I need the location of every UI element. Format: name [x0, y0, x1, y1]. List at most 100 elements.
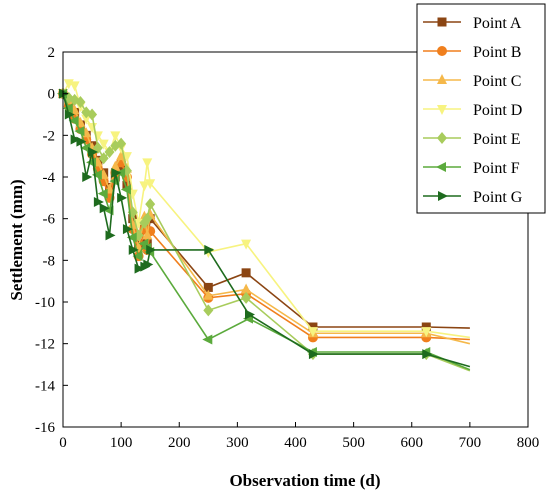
data-point — [146, 244, 157, 255]
data-point — [87, 108, 98, 121]
series-tail — [426, 330, 470, 339]
data-point — [122, 224, 133, 235]
legend-marker — [438, 191, 448, 201]
legend-item: Point A — [423, 15, 522, 32]
y-tick-label: 2 — [48, 45, 56, 61]
y-tick-label: -8 — [43, 253, 56, 269]
data-point — [88, 147, 99, 157]
data-point — [82, 172, 93, 182]
data-point — [122, 180, 132, 190]
data-point — [64, 109, 75, 120]
data-point — [74, 126, 85, 137]
data-point — [97, 188, 108, 199]
legend-marker — [437, 74, 447, 84]
x-tick-label: 500 — [342, 435, 365, 451]
legend-marker — [436, 162, 446, 172]
data-point — [91, 169, 102, 180]
data-point — [245, 309, 255, 320]
data-point — [145, 179, 156, 190]
data-point — [204, 244, 215, 255]
data-point — [307, 327, 318, 338]
data-point — [132, 251, 143, 262]
legend-marker — [437, 105, 447, 115]
data-point — [421, 327, 432, 338]
plot-area — [57, 79, 471, 372]
data-point — [121, 152, 132, 163]
data-point — [241, 283, 252, 294]
legend-item: Point E — [423, 131, 521, 148]
data-point — [75, 96, 86, 108]
x-tick-label: 600 — [401, 435, 424, 451]
data-point — [117, 192, 128, 203]
y-tick-label: -10 — [35, 295, 55, 311]
data-point — [110, 131, 121, 142]
data-point — [116, 164, 126, 174]
data-point — [68, 115, 79, 126]
data-point — [421, 322, 431, 332]
data-point — [142, 229, 153, 240]
y-tick-label: -6 — [43, 212, 56, 228]
data-point — [134, 263, 145, 274]
data-point — [110, 160, 121, 171]
data-point — [76, 136, 87, 147]
legend-marker — [437, 17, 447, 27]
series-tail — [426, 326, 470, 329]
data-point — [116, 137, 127, 150]
legend-label: Point A — [473, 15, 522, 32]
y-tick-label: -4 — [43, 170, 56, 186]
legend: Point A Point B Point C Point D Point E Point… — [416, 3, 546, 214]
data-point — [120, 184, 131, 195]
legend-marker — [437, 46, 447, 56]
x-tick-label: 200 — [168, 435, 191, 451]
data-point — [93, 197, 104, 207]
series-tail — [426, 353, 471, 368]
data-point — [111, 167, 122, 178]
series-point-g — [59, 88, 471, 368]
x-axis-title: Observation time (d) — [229, 471, 380, 490]
x-tick-label: 300 — [226, 435, 249, 451]
data-point — [142, 158, 153, 169]
legend-item: Point G — [423, 189, 523, 206]
series-point-b — [58, 88, 470, 343]
legend-item: Point B — [423, 44, 521, 61]
data-point — [203, 289, 214, 300]
x-tick-label: 400 — [284, 435, 307, 451]
y-tick-label: -2 — [43, 128, 56, 144]
legend-label: Point G — [473, 189, 523, 206]
data-point — [145, 198, 156, 211]
data-point — [127, 218, 138, 229]
axes: 0 100 200 300 400 500 600 700 800 -16 -14 -12 -10 -8 -… — [35, 45, 539, 451]
data-point — [126, 232, 137, 243]
y-tick-label: 0 — [48, 87, 56, 103]
data-point — [69, 81, 80, 92]
series-point-d — [58, 79, 470, 339]
data-point — [99, 203, 110, 214]
y-axis-title: Settlement (mm) — [7, 179, 26, 300]
series-point-a — [58, 89, 470, 332]
series-point-e — [58, 87, 471, 372]
data-point — [70, 134, 81, 145]
x-tick-label: 0 — [59, 435, 67, 451]
legend-item: Point C — [423, 73, 521, 90]
legend-label: Point D — [473, 102, 522, 119]
x-tick-label: 700 — [459, 435, 482, 451]
data-point — [98, 152, 109, 165]
data-point — [241, 291, 252, 304]
data-point — [241, 268, 251, 278]
data-point — [203, 282, 213, 292]
data-point — [104, 146, 115, 158]
data-point — [80, 142, 91, 153]
y-tick-label: -16 — [35, 420, 55, 436]
data-point — [422, 349, 433, 360]
y-tick-label: -12 — [35, 337, 55, 353]
data-point — [202, 334, 213, 345]
data-point — [139, 181, 150, 192]
data-point — [308, 322, 318, 332]
legend-label: Point B — [473, 44, 521, 61]
legend-item: Point F — [423, 160, 520, 177]
legend-marker — [437, 132, 447, 144]
data-point — [81, 114, 92, 125]
data-point — [105, 230, 116, 241]
y-tick-label: -14 — [35, 378, 55, 394]
